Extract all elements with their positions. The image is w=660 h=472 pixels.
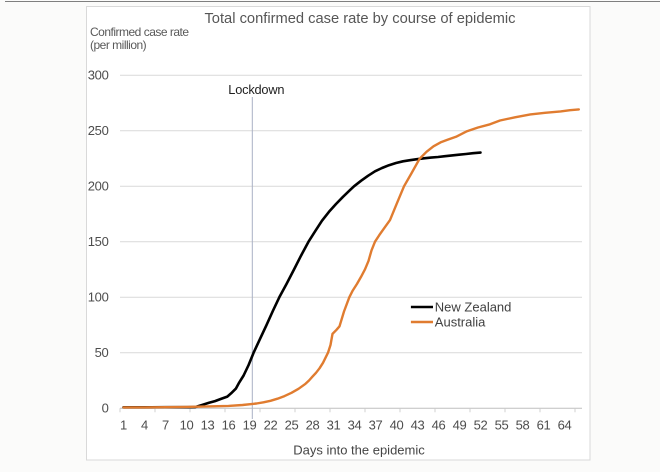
svg-text:28: 28 bbox=[306, 418, 320, 433]
svg-text:50: 50 bbox=[95, 345, 109, 360]
svg-text:34: 34 bbox=[348, 418, 362, 433]
svg-text:49: 49 bbox=[453, 418, 467, 433]
svg-text:(per million): (per million) bbox=[90, 38, 147, 52]
svg-text:61: 61 bbox=[537, 418, 551, 433]
svg-text:Confirmed case rate: Confirmed case rate bbox=[90, 25, 189, 39]
svg-text:64: 64 bbox=[558, 418, 572, 433]
svg-text:Australia: Australia bbox=[435, 314, 486, 329]
svg-text:43: 43 bbox=[411, 418, 425, 433]
svg-text:Lockdown: Lockdown bbox=[228, 82, 284, 97]
svg-text:New Zealand: New Zealand bbox=[435, 299, 512, 314]
svg-text:Days into the epidemic: Days into the epidemic bbox=[293, 443, 425, 458]
svg-text:1: 1 bbox=[120, 418, 127, 433]
svg-text:13: 13 bbox=[201, 418, 215, 433]
svg-text:31: 31 bbox=[327, 418, 341, 433]
svg-text:19: 19 bbox=[243, 418, 257, 433]
svg-text:25: 25 bbox=[285, 418, 299, 433]
svg-text:250: 250 bbox=[88, 123, 109, 138]
svg-text:200: 200 bbox=[88, 179, 109, 194]
svg-text:22: 22 bbox=[264, 418, 278, 433]
svg-text:7: 7 bbox=[162, 418, 169, 433]
svg-text:100: 100 bbox=[88, 290, 109, 305]
svg-text:55: 55 bbox=[495, 418, 509, 433]
svg-text:37: 37 bbox=[369, 418, 383, 433]
svg-text:4: 4 bbox=[141, 418, 148, 433]
svg-text:46: 46 bbox=[432, 418, 446, 433]
svg-text:150: 150 bbox=[88, 234, 109, 249]
svg-text:10: 10 bbox=[180, 418, 194, 433]
svg-text:40: 40 bbox=[390, 418, 404, 433]
svg-text:52: 52 bbox=[474, 418, 488, 433]
svg-text:300: 300 bbox=[88, 68, 109, 83]
svg-text:16: 16 bbox=[222, 418, 236, 433]
svg-text:0: 0 bbox=[102, 401, 109, 416]
svg-text:Total confirmed case rate by c: Total confirmed case rate by course of e… bbox=[204, 11, 515, 27]
svg-text:58: 58 bbox=[516, 418, 530, 433]
